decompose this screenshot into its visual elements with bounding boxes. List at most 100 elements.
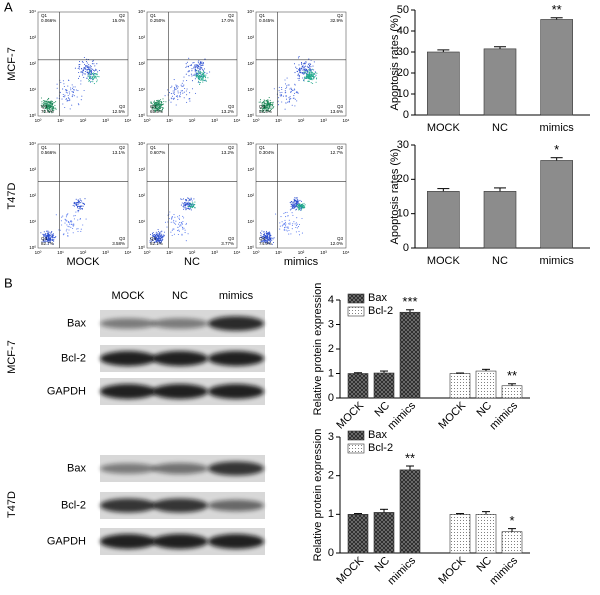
dot	[192, 206, 194, 208]
error-bar	[406, 465, 414, 470]
dot	[154, 106, 156, 108]
dot	[52, 233, 54, 235]
dot	[181, 233, 183, 235]
dot	[295, 202, 297, 204]
dot	[175, 84, 177, 86]
dot	[88, 64, 90, 66]
dot	[269, 102, 271, 104]
dot	[283, 223, 285, 225]
dot	[306, 65, 308, 67]
error-bar	[494, 187, 506, 192]
dot	[86, 69, 88, 71]
dot	[261, 230, 263, 232]
x-tick-label: 10²	[189, 118, 196, 123]
dot	[44, 109, 46, 111]
y-tick-label: 3	[328, 318, 334, 330]
dot	[153, 236, 155, 238]
dot	[203, 72, 205, 74]
protein-label: Bcl-2	[61, 352, 86, 364]
error-bar	[482, 368, 490, 372]
dot	[181, 198, 183, 201]
x-tick-label: 10¹	[57, 250, 64, 255]
dot	[263, 233, 266, 235]
dot	[91, 78, 93, 80]
dot	[71, 223, 73, 225]
blot-band	[208, 351, 264, 366]
dot	[265, 242, 267, 244]
dot	[199, 66, 201, 68]
dot	[194, 65, 196, 67]
dot	[300, 69, 302, 71]
dot	[75, 203, 77, 205]
dot	[203, 75, 205, 77]
dot	[298, 56, 300, 58]
bar	[373, 372, 395, 399]
dot	[314, 76, 316, 78]
dot	[163, 231, 166, 233]
dot	[286, 86, 288, 88]
quadrant-name: Q3	[119, 236, 126, 241]
dot	[77, 199, 79, 201]
y-tick-label: 10¹	[247, 87, 254, 92]
dot	[158, 233, 160, 236]
dot	[85, 65, 87, 67]
dot	[88, 79, 90, 81]
dot	[91, 63, 93, 65]
dot	[194, 71, 196, 73]
dot	[309, 72, 311, 74]
dot	[191, 200, 193, 202]
dot	[309, 74, 311, 76]
blot-band	[208, 534, 264, 549]
dot	[69, 222, 71, 224]
dot	[297, 204, 299, 206]
dot	[84, 68, 86, 70]
dot	[289, 209, 291, 211]
dot	[285, 96, 287, 98]
dot	[170, 231, 172, 233]
dot	[53, 106, 55, 108]
dot	[185, 202, 187, 204]
dot	[155, 236, 157, 238]
quadrant-percent: 70.6%	[41, 109, 54, 114]
dot	[82, 202, 84, 204]
dot	[306, 77, 308, 80]
dot	[171, 98, 173, 100]
x-tick-label: 10⁰	[144, 118, 151, 123]
dot	[202, 64, 204, 66]
dot	[52, 237, 54, 239]
column-label: NC	[184, 256, 200, 268]
x-tick-label: 10³	[211, 250, 218, 255]
dot	[288, 233, 290, 235]
x-tick-label: 10¹	[166, 118, 173, 123]
legend-swatch	[347, 443, 365, 454]
dot	[177, 216, 179, 218]
dot	[193, 67, 195, 69]
dot	[312, 65, 314, 67]
dot	[267, 109, 269, 111]
dot	[268, 231, 270, 233]
dot	[200, 77, 202, 79]
blot-band	[152, 534, 208, 549]
dot	[188, 75, 190, 77]
dot	[282, 95, 284, 97]
quadrant-percent: 74.9%	[259, 241, 272, 246]
dot	[297, 207, 299, 209]
quadrant-percent: 13.6%	[330, 109, 343, 114]
dot	[209, 71, 211, 73]
dot	[45, 106, 48, 108]
dot	[311, 68, 313, 70]
dot	[293, 88, 295, 90]
dot	[159, 237, 161, 239]
dot	[299, 199, 301, 201]
dot	[265, 108, 267, 110]
dot	[298, 79, 300, 81]
dot	[292, 204, 294, 206]
dot	[315, 74, 317, 76]
dot	[196, 65, 198, 67]
blot-band	[100, 318, 156, 329]
quadrant-name: Q1	[259, 13, 266, 18]
dot	[97, 75, 99, 77]
dot	[183, 208, 185, 210]
dot	[160, 237, 162, 240]
dot	[190, 197, 192, 199]
